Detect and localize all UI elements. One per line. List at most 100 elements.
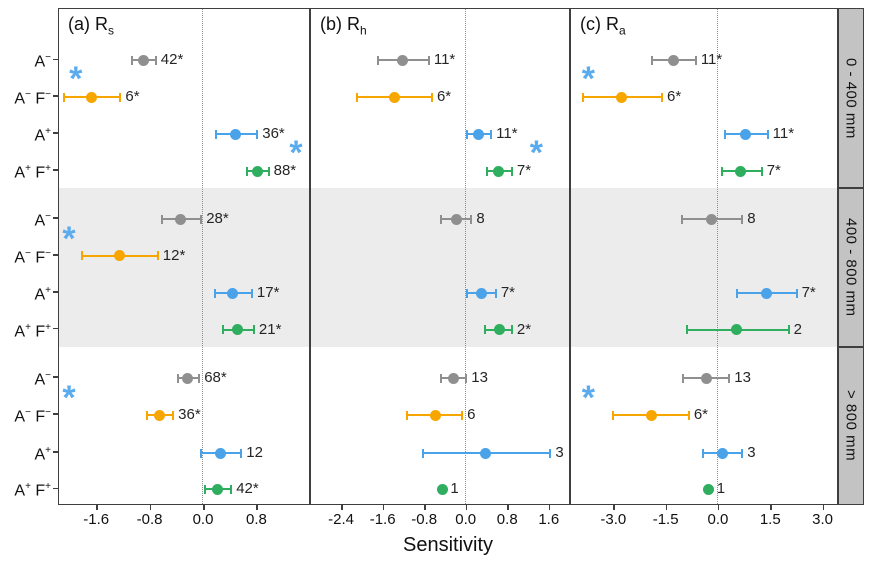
data-point: [447, 372, 459, 384]
error-bar-cap-left: [213, 288, 216, 298]
data-point: [430, 409, 442, 421]
y-category-label: A−: [0, 367, 51, 389]
data-point: [645, 409, 657, 421]
point-count-label: 1: [716, 480, 726, 498]
error-bar-cap-right: [795, 288, 798, 298]
category-superscript: +: [25, 321, 31, 333]
error-bar-cap-left: [440, 373, 443, 383]
y-category-label: A+ F+: [0, 160, 51, 182]
panel-a: (a) Rs 42* 6* 36* 88* * * 28* 12* 17* 21* * 68* 36* 12…: [58, 8, 310, 505]
error-bar-cap-left: [356, 92, 359, 102]
data-point: [716, 447, 728, 459]
point-count-label: 11*: [496, 125, 518, 143]
error-bar-cap-left: [724, 129, 727, 139]
data-point: [153, 409, 165, 421]
error-bar-cap-left: [131, 55, 134, 65]
y-axis-tick: [53, 291, 58, 293]
y-category-label: A+: [0, 123, 51, 145]
point-count-label: 13: [734, 369, 751, 387]
error-bar-cap-right: [172, 410, 175, 420]
y-axis-tick: [53, 217, 58, 219]
error-bar-cap-left: [440, 214, 443, 224]
point-count-label: 12: [246, 444, 263, 462]
error-bar-cap-right: [687, 410, 690, 420]
error-bar-cap-right: [252, 325, 255, 335]
x-axis-tick: [465, 505, 468, 510]
y-axis-tick: [53, 487, 58, 490]
point-count-label: 12*: [162, 246, 186, 264]
point-count-label: 6*: [125, 88, 140, 106]
data-point: [701, 372, 713, 384]
x-axis-tick: [203, 505, 205, 510]
error-bar-cap-left: [80, 251, 83, 261]
point-count-label: 21*: [258, 320, 282, 338]
error-bar-cap-left: [721, 166, 724, 176]
y-category-label: A− F−: [0, 245, 51, 267]
significance-asterisk: *: [62, 219, 76, 258]
error-bar-cap-right: [267, 166, 270, 176]
y-axis-tick: [53, 132, 58, 134]
y-category-label: A− F−: [0, 86, 51, 108]
data-point: [494, 324, 506, 336]
category-superscript: −: [45, 89, 51, 101]
panel-title-a: (a) Rs: [68, 14, 114, 38]
error-bar-cap-right: [510, 325, 513, 335]
category-text: A: [14, 323, 26, 341]
error-bar-cap-left: [421, 448, 424, 458]
point-count-label: 36*: [178, 406, 201, 424]
category-superscript: −: [25, 407, 31, 419]
point-count-label: 2*: [516, 320, 532, 338]
point-count-label: 7*: [516, 162, 532, 179]
y-axis-tick: [53, 169, 58, 171]
error-bar-cap-right: [470, 214, 473, 224]
y-axis-tick: [53, 376, 58, 378]
data-point: [703, 483, 715, 495]
error-bar-cap-left: [222, 325, 225, 335]
point-count-label: 7*: [801, 284, 816, 302]
x-axis-tick-label: -2.4: [328, 511, 355, 528]
error-bar-cap-right: [156, 251, 159, 261]
significance-asterisk: *: [289, 134, 303, 173]
x-axis-tick: [341, 505, 343, 510]
point-count-label: 11*: [700, 51, 723, 69]
error-bar-cap-left: [680, 214, 683, 224]
data-point: [761, 287, 773, 299]
error-bar-cap-right: [741, 448, 744, 458]
error-bar-cap-left: [611, 410, 614, 420]
data-point: [472, 128, 484, 140]
x-axis-tick: [382, 505, 385, 510]
category-superscript: −: [45, 247, 51, 259]
data-point: [493, 165, 505, 177]
error-bar-cap-left: [146, 410, 149, 420]
zero-reference-line: [464, 9, 466, 504]
data-point: [388, 91, 400, 103]
error-bar-cap-right: [240, 448, 243, 458]
x-axis-tick: [256, 505, 258, 510]
significance-asterisk: *: [581, 378, 596, 417]
error-bar-cap-left: [176, 373, 179, 383]
point-count-label: 6*: [436, 88, 452, 106]
category-text: F: [30, 482, 46, 500]
data-point: [667, 54, 679, 66]
error-bar-cap-right: [198, 373, 201, 383]
data-point: [480, 447, 492, 459]
error-bar-cap-right: [760, 166, 763, 176]
category-superscript: +: [45, 481, 51, 493]
data-point: [734, 165, 746, 177]
category-text: A: [34, 286, 46, 304]
facet-strip-0: 0 - 400 mm: [838, 8, 864, 188]
category-text: A: [34, 371, 46, 389]
x-axis-tick: [770, 505, 772, 510]
error-bar-cap-right: [465, 373, 468, 383]
significance-asterisk: *: [529, 134, 543, 173]
error-bar-cap-right: [494, 288, 497, 298]
category-superscript: +: [45, 163, 51, 174]
category-text: F: [30, 408, 46, 426]
error-bar-cap-right: [430, 92, 433, 102]
y-axis-tick: [53, 95, 58, 97]
y-axis-tick: [53, 58, 58, 61]
point-count-label: 68*: [204, 369, 227, 387]
facet-strip-label: 400 - 800 mm: [842, 218, 860, 317]
category-text: A: [34, 446, 46, 464]
significance-asterisk: *: [581, 60, 596, 99]
